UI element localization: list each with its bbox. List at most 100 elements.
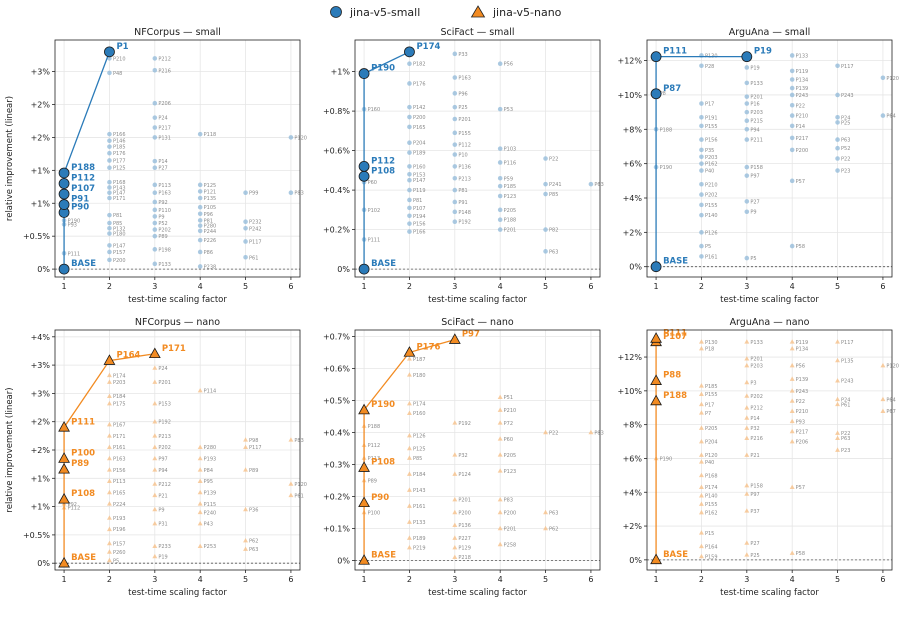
frontier-point <box>650 51 662 63</box>
frontier-label: P19 <box>754 47 772 57</box>
config-label: P160 <box>413 411 426 417</box>
y-axis-label: relative improvement (linear) <box>5 387 15 512</box>
config-point <box>406 487 412 492</box>
config-label: P156 <box>113 468 126 474</box>
config-point <box>452 175 458 181</box>
config-point <box>406 471 412 476</box>
config-point <box>698 345 704 351</box>
config-point <box>698 493 704 498</box>
x-axis-label: test-time scaling factor <box>720 295 819 305</box>
config-label: P105 <box>204 205 217 211</box>
config-label: P23 <box>841 169 850 175</box>
config-point <box>452 497 458 502</box>
frontier-point <box>104 46 115 58</box>
config-label: P218 <box>458 555 471 561</box>
config-label: P32 <box>750 426 759 432</box>
config-label: P89 <box>158 234 167 240</box>
config-point <box>407 114 412 120</box>
config-point <box>107 131 112 137</box>
frontier-point <box>650 332 662 343</box>
config-label: P240 <box>204 510 217 516</box>
config-label: P22 <box>841 431 850 437</box>
frontier-point <box>358 170 370 182</box>
config-label: P212 <box>158 482 171 488</box>
x-tick-label: 3 <box>152 282 157 291</box>
x-tick-label: 2 <box>407 575 412 584</box>
config-point <box>107 249 112 255</box>
config-point <box>698 459 704 464</box>
frontier-label: P111 <box>663 328 687 338</box>
y-tick-label: +0.7% <box>323 332 350 341</box>
config-point <box>744 508 750 513</box>
config-point <box>744 540 750 545</box>
config-label: P64 <box>886 397 895 403</box>
config-point <box>497 175 503 181</box>
y-tick-label: +3% <box>31 389 51 398</box>
config-point <box>698 530 704 535</box>
config-label: P280 <box>204 445 217 451</box>
config-label: P203 <box>750 363 763 369</box>
config-label: P25 <box>750 553 759 559</box>
config-label: P86 <box>204 250 213 256</box>
config-label: P28 <box>705 64 714 70</box>
config-point <box>452 420 458 425</box>
config-point <box>789 418 795 424</box>
config-point <box>835 396 841 402</box>
config-label: P16 <box>750 102 759 108</box>
config-label: P133 <box>158 262 171 268</box>
config-point <box>152 100 158 106</box>
config-label: P15 <box>705 531 714 537</box>
config-point <box>407 177 412 183</box>
config-point <box>197 204 203 210</box>
config-point <box>406 519 412 524</box>
config-label: P3 <box>750 380 756 386</box>
x-tick-label: 5 <box>543 282 548 291</box>
config-label: P155 <box>705 124 718 130</box>
config-point <box>243 239 248 244</box>
config-point <box>452 152 458 157</box>
config-label: P201 <box>158 380 171 386</box>
config-label: P216 <box>750 436 763 442</box>
legend-marker-nano <box>470 5 486 18</box>
config-point <box>835 114 840 120</box>
config-label: P243 <box>841 379 854 385</box>
config-label: P215 <box>750 119 763 125</box>
config-point <box>197 387 203 393</box>
y-tick-label: +0.3% <box>323 460 350 469</box>
y-tick-label: +2% <box>31 418 51 427</box>
config-label: P5 <box>750 256 756 262</box>
config-label: P157 <box>113 541 126 547</box>
config-label: P200 <box>796 148 809 154</box>
config-label: P217 <box>158 126 171 132</box>
config-point <box>406 503 412 508</box>
config-point <box>197 237 203 243</box>
config-label: P176 <box>413 81 426 87</box>
config-label: P60 <box>504 437 513 443</box>
config-label: P191 <box>705 115 718 121</box>
config-label: P203 <box>750 110 763 116</box>
config-point <box>197 223 203 228</box>
config-label: P136 <box>458 164 471 170</box>
config-label: P210 <box>796 409 809 415</box>
frontier-label: P107 <box>663 332 687 342</box>
config-label: P242 <box>249 226 262 232</box>
config-label: P148 <box>458 210 471 216</box>
x-tick-label: 5 <box>835 282 840 291</box>
config-point <box>698 484 704 490</box>
config-point <box>452 471 458 476</box>
config-point <box>497 541 503 547</box>
axes-frame <box>646 329 893 571</box>
config-label: P184 <box>113 394 126 400</box>
config-point <box>243 506 249 512</box>
config-label: P174 <box>705 485 718 491</box>
frontier-point <box>403 346 416 357</box>
config-label: P48 <box>113 71 122 77</box>
config-point <box>744 118 750 124</box>
config-point <box>497 407 503 412</box>
config-point <box>699 168 704 173</box>
frontier-label: P97 <box>462 330 480 340</box>
config-label: P83 <box>294 438 303 444</box>
config-label: P132 <box>113 226 126 232</box>
config-label: P64 <box>886 114 895 120</box>
config-point <box>197 131 203 137</box>
